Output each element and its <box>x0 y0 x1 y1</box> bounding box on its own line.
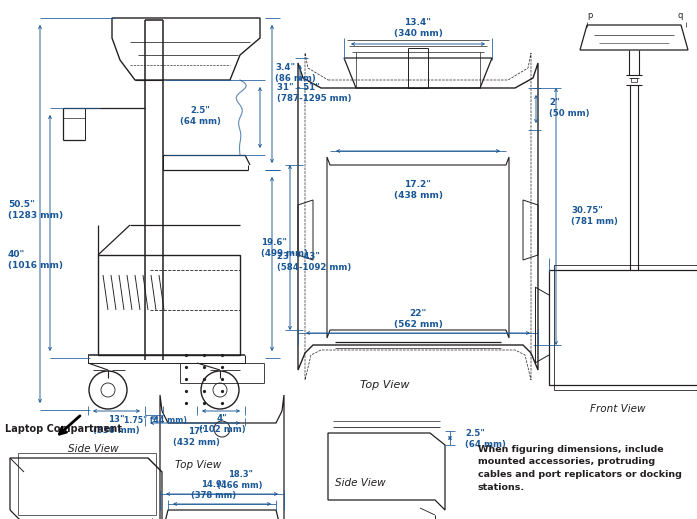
Text: 17"
(432 mm): 17" (432 mm) <box>173 427 220 447</box>
Text: 3.4"
(86 mm): 3.4" (86 mm) <box>275 63 316 83</box>
Text: p: p <box>587 11 592 20</box>
Text: 17.2"
(438 mm): 17.2" (438 mm) <box>394 180 443 200</box>
Text: 13"
(330 mm): 13" (330 mm) <box>93 415 139 435</box>
Text: 50.5"
(1283 mm): 50.5" (1283 mm) <box>8 200 63 220</box>
Text: 2"
(50 mm): 2" (50 mm) <box>549 98 590 118</box>
Text: Side View: Side View <box>335 478 385 488</box>
Text: 2.5"
(64 mm): 2.5" (64 mm) <box>465 429 506 449</box>
Text: 23" - 43"
(584-1092 mm): 23" - 43" (584-1092 mm) <box>277 252 351 272</box>
Text: 1.75" (44 mm): 1.75" (44 mm) <box>123 417 186 426</box>
Text: 31" - 51"
(787-1295 mm): 31" - 51" (787-1295 mm) <box>277 83 351 103</box>
Text: Side View: Side View <box>68 444 118 454</box>
Bar <box>631 78 637 82</box>
Text: q: q <box>678 11 683 20</box>
Text: 13.4"
(340 mm): 13.4" (340 mm) <box>394 18 443 38</box>
Text: 30.75"
(781 mm): 30.75" (781 mm) <box>571 206 618 226</box>
Text: 18.3"
(466 mm): 18.3" (466 mm) <box>217 470 263 490</box>
Text: 2.5"
(64 mm): 2.5" (64 mm) <box>180 106 220 126</box>
Text: 14.9"
(378 mm): 14.9" (378 mm) <box>192 480 236 500</box>
Text: 22"
(562 mm): 22" (562 mm) <box>394 309 443 329</box>
Text: Laptop Compartment: Laptop Compartment <box>5 424 122 434</box>
Text: 4"
(102 mm): 4" (102 mm) <box>199 414 245 434</box>
Text: Front View: Front View <box>590 404 645 414</box>
Text: Top View: Top View <box>360 380 410 390</box>
Text: Top View: Top View <box>175 460 221 470</box>
Text: 19.6"
(499 mm): 19.6" (499 mm) <box>261 238 308 258</box>
Text: When figuring dimensions, include
mounted accessories, protruding
cables and por: When figuring dimensions, include mounte… <box>478 445 682 491</box>
Text: 40"
(1016 mm): 40" (1016 mm) <box>8 250 63 270</box>
